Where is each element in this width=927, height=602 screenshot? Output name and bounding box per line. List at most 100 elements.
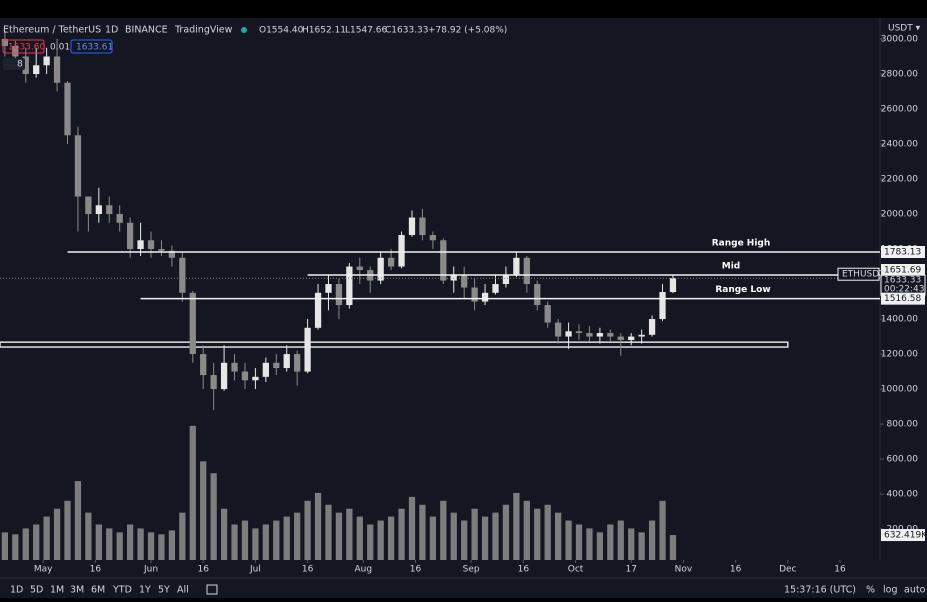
range-button[interactable]: 3M bbox=[70, 585, 84, 596]
volume-bar bbox=[492, 512, 499, 560]
x-tick-label: Nov bbox=[675, 565, 693, 575]
bid[interactable]: 1633.60 bbox=[8, 43, 45, 53]
range-button[interactable]: 6M bbox=[91, 585, 105, 596]
range-button[interactable]: 5D bbox=[30, 585, 43, 596]
volume-bar bbox=[628, 528, 635, 560]
volume-bar bbox=[419, 504, 426, 560]
candle-body bbox=[137, 240, 144, 250]
volume-bar bbox=[137, 528, 144, 560]
candle-body bbox=[648, 319, 656, 335]
range-button[interactable]: YTD bbox=[112, 585, 132, 596]
candle-body bbox=[33, 65, 40, 75]
volume-bar bbox=[95, 524, 102, 560]
volume-bar bbox=[273, 520, 280, 560]
volume-bar bbox=[74, 481, 82, 560]
ask-box[interactable] bbox=[70, 39, 113, 54]
y-tick-label: 3000.00 bbox=[881, 35, 918, 45]
volume-bar bbox=[408, 496, 416, 560]
y-tick-label: 2600.00 bbox=[881, 105, 918, 115]
volume-bar bbox=[502, 504, 510, 560]
candle-body bbox=[335, 284, 343, 306]
indicator-toggle[interactable] bbox=[3, 58, 25, 70]
volume-bar bbox=[304, 500, 311, 560]
volume-bar bbox=[158, 534, 165, 560]
auto-toggle[interactable]: auto bbox=[904, 585, 926, 596]
candle-body bbox=[440, 240, 447, 281]
volume-bar bbox=[325, 504, 332, 560]
volume-bar bbox=[200, 461, 207, 560]
candle-body bbox=[189, 292, 196, 355]
candle-body bbox=[294, 354, 301, 372]
candle-body bbox=[95, 205, 102, 215]
level-tag: 1783.13 bbox=[884, 247, 921, 257]
change: +78.92 (+5.08%) bbox=[428, 26, 507, 36]
x-tick-label: Dec bbox=[779, 565, 796, 575]
candle-body bbox=[659, 292, 666, 320]
candle-body bbox=[555, 322, 562, 337]
ohlc-high: H1652.11 bbox=[302, 26, 346, 36]
range-button[interactable]: 1D bbox=[10, 585, 23, 596]
candle-body bbox=[638, 334, 645, 337]
candle-body bbox=[168, 250, 176, 258]
range-button[interactable]: 5Y bbox=[158, 585, 170, 596]
volume-bar bbox=[33, 524, 40, 560]
y-tick-label: 2000.00 bbox=[881, 210, 918, 220]
candle-body bbox=[158, 249, 165, 251]
volume-bar bbox=[377, 520, 384, 560]
volume-bar bbox=[53, 508, 61, 560]
price-tag: 1633.33 bbox=[884, 276, 921, 286]
volume-bar bbox=[575, 524, 583, 560]
level-tag: 1516.58 bbox=[884, 294, 921, 304]
volume-bar bbox=[565, 520, 572, 560]
ask[interactable]: 1633.61 bbox=[76, 43, 113, 53]
level-name: Mid bbox=[722, 261, 740, 271]
volume-bar bbox=[22, 528, 29, 560]
ohlc-open: O1554.40 bbox=[259, 26, 304, 36]
y-tick-label: 2400.00 bbox=[881, 140, 918, 150]
currency[interactable]: USDT ▾ bbox=[888, 24, 921, 34]
date-range-icon[interactable] bbox=[206, 584, 218, 595]
percent-toggle[interactable]: % bbox=[866, 585, 875, 596]
candle-body bbox=[241, 371, 249, 381]
range-button[interactable]: 1M bbox=[50, 585, 64, 596]
candle-body bbox=[596, 333, 604, 337]
volume-bar bbox=[252, 528, 259, 560]
candle-body bbox=[387, 257, 395, 267]
volume-bar bbox=[669, 535, 677, 560]
range-button[interactable]: All bbox=[177, 585, 189, 596]
volume-bar bbox=[367, 524, 374, 560]
candle-body bbox=[325, 284, 332, 293]
volume-bar bbox=[596, 532, 604, 560]
candle-body bbox=[617, 336, 624, 341]
toolbar: 1D 5D 1M 3M 6M YTD 1Y 5Y All 15:37:16 (U… bbox=[10, 584, 926, 596]
volume-bar bbox=[429, 516, 436, 560]
volume-bar bbox=[356, 516, 363, 560]
volume-bar bbox=[555, 512, 562, 560]
log-toggle[interactable]: log bbox=[883, 585, 897, 596]
candle-body bbox=[147, 240, 155, 250]
level-tag-box bbox=[881, 245, 925, 258]
volume-bar bbox=[168, 530, 176, 560]
clock: 15:37:16 (UTC) bbox=[784, 585, 856, 596]
volume-bar bbox=[534, 508, 541, 560]
indicator-count[interactable]: 8 bbox=[17, 60, 23, 70]
candle-body bbox=[481, 292, 489, 302]
candle-body bbox=[210, 375, 217, 390]
candle-body bbox=[565, 331, 572, 337]
volume-bar bbox=[64, 500, 71, 560]
level-name: Range High bbox=[712, 238, 771, 248]
status-dot bbox=[241, 27, 247, 33]
bid-box[interactable] bbox=[2, 39, 45, 54]
candle-body bbox=[252, 376, 259, 381]
y-tick-label: 2200.00 bbox=[881, 175, 918, 185]
volume-bar bbox=[43, 516, 50, 560]
range-button[interactable]: 1Y bbox=[139, 585, 151, 596]
countdown: 00:22:43 bbox=[884, 285, 924, 295]
volume-bar bbox=[471, 508, 478, 560]
volume-bar bbox=[106, 528, 113, 560]
volume-bar bbox=[12, 534, 19, 560]
candle-body bbox=[220, 362, 228, 390]
volume-bar bbox=[147, 532, 155, 560]
volume-bar bbox=[294, 512, 301, 560]
x-tick-label: 16 bbox=[518, 565, 530, 575]
